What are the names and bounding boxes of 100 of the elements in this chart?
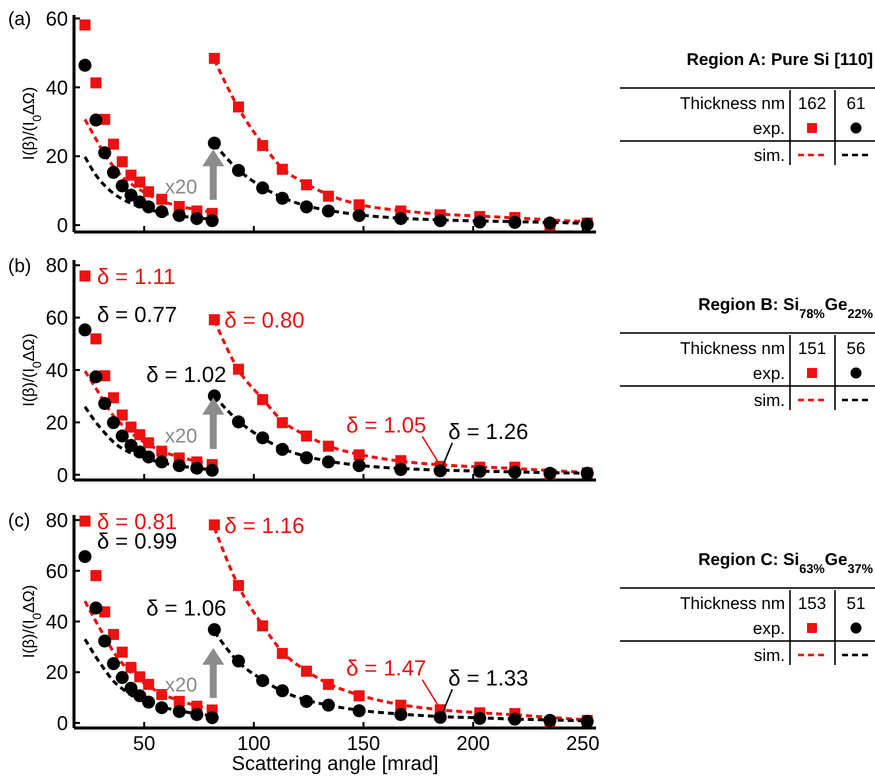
point bbox=[208, 623, 221, 636]
point bbox=[190, 212, 204, 226]
annotation: δ = 1.33 bbox=[448, 665, 528, 690]
chart-title: (b) bbox=[8, 256, 32, 277]
point bbox=[133, 689, 146, 702]
point bbox=[172, 705, 186, 718]
point bbox=[116, 646, 128, 658]
text: sim. bbox=[754, 646, 785, 665]
x-tick-label: 150 bbox=[346, 733, 380, 755]
point bbox=[256, 431, 270, 444]
point bbox=[232, 580, 244, 591]
point bbox=[354, 449, 365, 460]
point bbox=[257, 140, 268, 152]
point bbox=[143, 437, 154, 448]
point bbox=[106, 657, 120, 670]
x-tick-label: 250 bbox=[566, 733, 600, 755]
point bbox=[394, 708, 408, 722]
point bbox=[354, 690, 365, 702]
point bbox=[78, 550, 92, 564]
point bbox=[232, 364, 244, 375]
text: 153 bbox=[798, 594, 826, 613]
point bbox=[322, 678, 334, 690]
annotation: δ = 1.47 bbox=[346, 656, 426, 681]
point bbox=[257, 394, 268, 406]
point bbox=[124, 682, 138, 695]
point bbox=[108, 138, 119, 150]
point bbox=[322, 204, 335, 218]
y-tick-label: 0 bbox=[56, 464, 68, 487]
y-tick-label: 40 bbox=[46, 360, 68, 382]
annotation: δ = 1.11 bbox=[96, 264, 176, 289]
point bbox=[126, 170, 137, 181]
point bbox=[78, 58, 92, 72]
point bbox=[508, 712, 522, 726]
point bbox=[276, 684, 289, 698]
point bbox=[172, 459, 186, 472]
point bbox=[256, 181, 270, 194]
point bbox=[473, 712, 486, 725]
y-tick-label: 80 bbox=[46, 510, 68, 532]
annotation: δ = 1.06 bbox=[146, 596, 226, 621]
point bbox=[206, 464, 219, 477]
point bbox=[79, 19, 90, 30]
point bbox=[256, 674, 270, 688]
point bbox=[354, 199, 365, 210]
point bbox=[142, 200, 156, 214]
point bbox=[126, 662, 137, 673]
point bbox=[142, 696, 156, 709]
point bbox=[124, 438, 138, 452]
point bbox=[143, 186, 154, 198]
y-tick-label: 60 bbox=[46, 8, 68, 30]
point bbox=[90, 333, 102, 344]
text: Thickness nm bbox=[680, 339, 785, 358]
point bbox=[543, 216, 556, 230]
y-tick-label: 0 bbox=[56, 215, 68, 238]
point bbox=[434, 214, 447, 228]
point bbox=[300, 430, 312, 442]
y-tick-label: 40 bbox=[46, 612, 68, 634]
point bbox=[134, 176, 146, 188]
point bbox=[126, 422, 137, 433]
point bbox=[322, 440, 334, 452]
annotation: x20 bbox=[165, 426, 198, 448]
point bbox=[116, 430, 129, 442]
point bbox=[89, 370, 102, 384]
point bbox=[116, 156, 128, 168]
y-tick-label: 60 bbox=[46, 308, 68, 330]
text: Thickness nm bbox=[680, 594, 785, 613]
point bbox=[134, 671, 146, 682]
point bbox=[352, 704, 366, 718]
point bbox=[394, 463, 408, 476]
point bbox=[116, 179, 129, 192]
chart-title: (c) bbox=[8, 510, 30, 532]
point bbox=[78, 323, 92, 336]
point bbox=[322, 698, 335, 712]
point bbox=[79, 516, 90, 527]
point bbox=[276, 648, 288, 659]
text: sim. bbox=[754, 391, 785, 410]
text: 162 bbox=[798, 94, 826, 113]
y-tick-label: 80 bbox=[46, 255, 68, 278]
annotation: x20 bbox=[165, 176, 198, 199]
point bbox=[322, 190, 334, 202]
point bbox=[208, 519, 220, 530]
x-tick-label: 100 bbox=[237, 733, 271, 755]
point bbox=[232, 654, 245, 668]
x-tick-label: 200 bbox=[456, 733, 490, 755]
annotation: δ = 0.99 bbox=[96, 528, 178, 554]
point bbox=[300, 451, 313, 464]
y-tick-label: 0 bbox=[56, 712, 68, 735]
point bbox=[276, 442, 289, 456]
point bbox=[98, 397, 112, 410]
point bbox=[208, 136, 221, 150]
point bbox=[172, 208, 186, 222]
y-tick-label: 20 bbox=[46, 662, 68, 684]
legend-title: Region B: Si$_{78%}$Ge$_{22%}$ bbox=[698, 295, 873, 320]
point bbox=[155, 701, 168, 714]
legend-title: Region A: Pure Si [110] bbox=[686, 50, 873, 69]
point bbox=[394, 212, 408, 226]
point bbox=[206, 214, 219, 228]
point bbox=[300, 666, 312, 677]
annotation: δ = 1.02 bbox=[146, 362, 226, 387]
point bbox=[508, 466, 522, 479]
annotation: x20 bbox=[165, 674, 198, 697]
